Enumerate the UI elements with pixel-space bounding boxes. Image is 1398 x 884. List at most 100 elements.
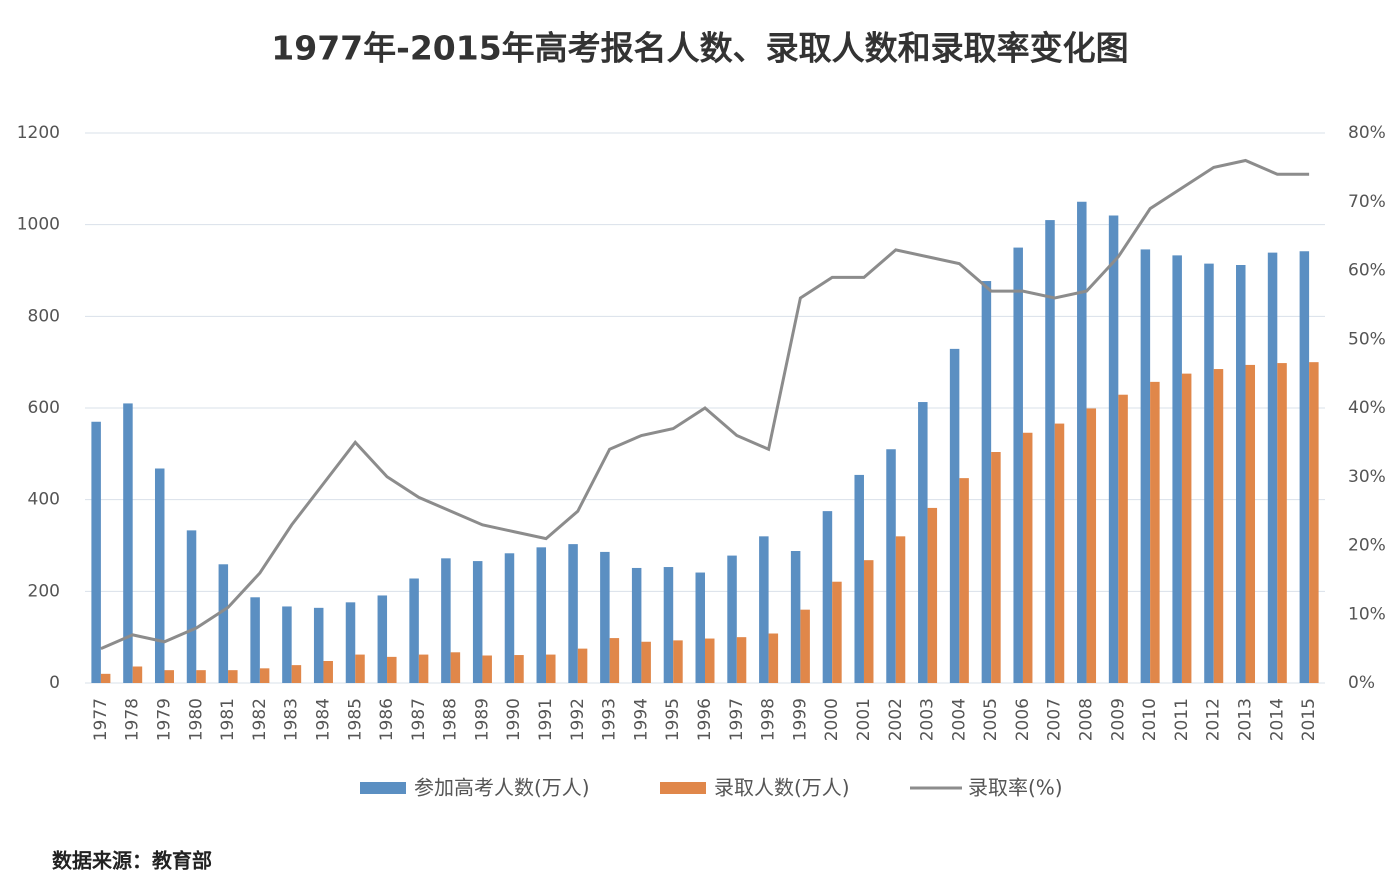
bar (1236, 265, 1246, 683)
bar (631, 567, 642, 683)
bar (1022, 432, 1033, 683)
bar (186, 530, 197, 683)
legend-label: 参加高考人数(万人) (414, 776, 590, 800)
x-tick-label: 1985 (345, 698, 365, 741)
bar (441, 558, 451, 683)
bar (600, 551, 610, 683)
legend-label: 录取人数(万人) (714, 776, 850, 800)
bar (132, 666, 143, 683)
bar (991, 452, 1001, 683)
bar (482, 655, 492, 683)
bar (1054, 423, 1065, 683)
x-tick-label: 2007 (1045, 698, 1065, 741)
bar (100, 673, 111, 683)
x-tick-label: 1988 (441, 698, 461, 741)
bar (1086, 408, 1097, 683)
x-tick-label: 1992 (568, 698, 588, 741)
x-tick-label: 1998 (759, 698, 779, 741)
bar (1077, 201, 1087, 683)
x-tick-label: 1999 (790, 698, 810, 741)
y2-tick-label: 10% (1348, 604, 1386, 624)
bar (514, 655, 524, 683)
x-tick-label: 1997 (727, 698, 747, 741)
bar (1213, 369, 1224, 683)
legend-label: 录取率(%) (968, 776, 1063, 800)
bar (1299, 251, 1310, 683)
y-tick-label: 200 (28, 581, 60, 601)
x-tick-label: 1980 (186, 698, 206, 741)
bar (154, 468, 165, 683)
x-tick-label: 1981 (218, 698, 238, 741)
y-tick-label: 1200 (17, 123, 60, 143)
x-tick-label: 1995 (663, 698, 683, 741)
bar (736, 637, 747, 683)
rate-line (100, 158, 1310, 651)
x-tick-label: 2012 (1204, 698, 1224, 741)
bar (377, 595, 388, 683)
bar (1245, 364, 1256, 683)
x-tick-label: 1991 (536, 698, 556, 741)
x-tick-label: 1977 (91, 698, 111, 741)
x-tick-label: 1990 (504, 698, 524, 741)
x-tick-label: 2003 (918, 698, 938, 741)
bar (259, 668, 270, 683)
bar (959, 478, 969, 683)
legend-swatch (360, 782, 406, 794)
bar (609, 638, 620, 683)
y2-tick-label: 60% (1348, 261, 1386, 281)
y2-tick-label: 80% (1348, 123, 1386, 143)
bar (886, 449, 896, 683)
bar (291, 665, 302, 683)
x-tick-label: 2014 (1267, 698, 1287, 741)
x-tick-label: 2002 (886, 698, 906, 741)
bar (1181, 373, 1192, 683)
bar (1045, 220, 1055, 684)
x-tick-label: 2013 (1236, 698, 1256, 741)
bar (822, 511, 833, 683)
bar (854, 474, 864, 683)
y2-tick-label: 20% (1348, 536, 1386, 556)
x-tick-label: 1984 (313, 698, 333, 741)
bar (800, 609, 810, 683)
x-tick-label: 2000 (822, 698, 842, 741)
y-tick-label: 800 (28, 306, 60, 326)
bar (1118, 394, 1128, 683)
x-tick-label: 1979 (154, 698, 174, 741)
bar (949, 348, 960, 683)
y2-tick-label: 70% (1348, 192, 1386, 212)
bar (218, 564, 229, 683)
bar (345, 602, 356, 683)
bar (546, 654, 556, 683)
bar (577, 648, 588, 683)
y-tick-label: 1000 (17, 215, 60, 235)
bar (123, 403, 133, 683)
x-tick-label: 1987 (409, 698, 429, 741)
source-note: 数据来源：教育部 (52, 849, 212, 873)
bar (1108, 215, 1119, 683)
x-tick-label: 1996 (695, 698, 715, 741)
bar (918, 402, 928, 683)
x-tick-label: 1989 (472, 698, 492, 741)
bar (1013, 247, 1023, 684)
bar (1277, 363, 1287, 683)
bar (472, 561, 483, 683)
bar (450, 652, 461, 683)
x-tick-label: 2008 (1077, 698, 1097, 741)
bar (1204, 263, 1214, 683)
bar (91, 421, 101, 683)
x-tick-label: 2005 (981, 698, 1001, 741)
bar (695, 572, 705, 683)
bar (790, 551, 801, 683)
bar (663, 567, 674, 683)
x-tick-label: 1983 (282, 698, 302, 741)
bar (568, 544, 578, 683)
bar (250, 597, 260, 683)
bar (863, 560, 874, 683)
bar (1267, 252, 1278, 683)
bar (673, 640, 683, 683)
bar (1140, 249, 1151, 683)
x-tick-label: 2004 (949, 698, 969, 741)
bar (355, 654, 365, 683)
x-tick-label: 2010 (1140, 698, 1160, 741)
